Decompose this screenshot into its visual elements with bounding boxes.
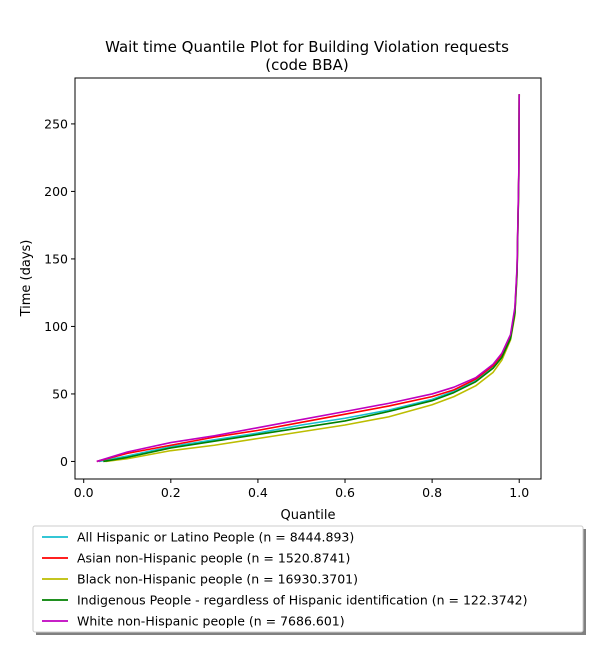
y-tick-label: 50 <box>52 386 68 401</box>
y-tick-label: 0 <box>60 454 68 469</box>
legend-label: Indigenous People - regardless of Hispan… <box>77 593 527 608</box>
x-axis-label: Quantile <box>281 508 336 523</box>
chart-title: Wait time Quantile Plot for Building Vio… <box>105 38 509 56</box>
y-tick-label: 100 <box>44 319 68 334</box>
series-line <box>96 94 521 463</box>
series-layer <box>96 94 521 463</box>
legend-box <box>32 525 584 633</box>
legend-label: Asian non-Hispanic people (n = 1520.8741… <box>77 551 350 566</box>
y-tick-label: 250 <box>44 116 68 131</box>
legend: All Hispanic or Latino People (n = 8444.… <box>42 530 527 629</box>
x-tick-label: 0.6 <box>335 485 355 500</box>
chart-subtitle: (code BBA) <box>265 56 349 74</box>
y-axis-label: Time (days) <box>19 240 34 318</box>
x-axis: 0.0 0.2 0.4 0.6 0.8 1.0 <box>74 479 529 500</box>
plot-frame <box>74 77 542 480</box>
legend-label: White non-Hispanic people (n = 7686.601) <box>77 614 345 629</box>
y-axis: 0 50 100 150 200 250 <box>44 116 75 469</box>
x-tick-label: 0.8 <box>422 485 442 500</box>
series-line <box>103 94 521 463</box>
legend-label: All Hispanic or Latino People (n = 8444.… <box>77 530 354 545</box>
x-tick-label: 0.4 <box>248 485 268 500</box>
series-line <box>105 94 521 463</box>
y-tick-label: 200 <box>44 184 68 199</box>
x-tick-label: 0.0 <box>74 485 94 500</box>
x-tick-label: 0.2 <box>161 485 181 500</box>
x-tick-label: 1.0 <box>509 485 529 500</box>
y-tick-label: 150 <box>44 251 68 266</box>
series-line <box>96 94 521 463</box>
series-line <box>98 94 521 463</box>
legend-label: Black non-Hispanic people (n = 16930.370… <box>77 572 358 587</box>
